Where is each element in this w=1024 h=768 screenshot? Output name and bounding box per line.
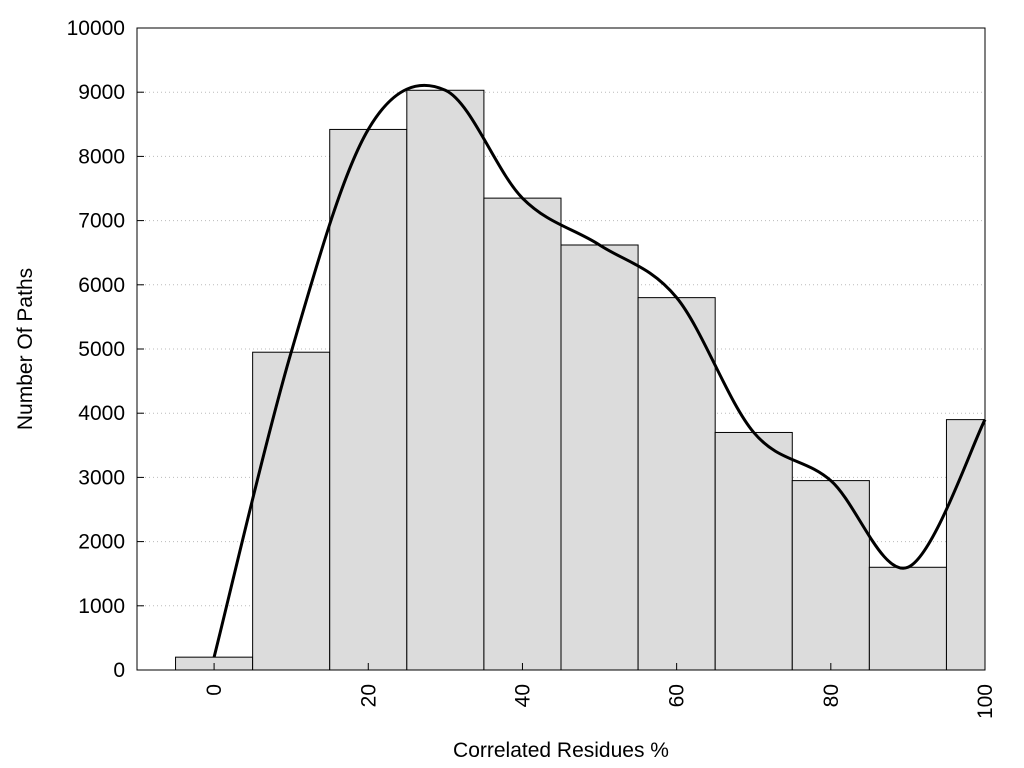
y-tick-label: 7000 (78, 210, 125, 233)
y-tick-label: 8000 (78, 145, 125, 168)
histogram-bar (406, 89, 485, 671)
histogram-bar (252, 351, 331, 671)
x-tick-label: 20 (357, 684, 380, 707)
x-tick-label: 100 (974, 684, 997, 719)
x-tick-label: 80 (820, 684, 843, 707)
x-tick-label: 40 (511, 684, 534, 707)
x-axis-label: Correlated Residues % (453, 739, 669, 762)
y-tick-label: 10000 (67, 17, 125, 40)
histogram-bar (714, 431, 793, 671)
y-tick-label: 4000 (78, 402, 125, 425)
y-tick-label: 3000 (78, 466, 125, 489)
x-tick-label: 0 (203, 684, 226, 696)
histogram-bar (868, 566, 947, 671)
histogram-bar (945, 419, 986, 671)
y-tick-label: 5000 (78, 338, 125, 361)
y-tick-label: 2000 (78, 531, 125, 554)
y-tick-label: 1000 (78, 595, 125, 618)
trend-curve (212, 83, 987, 658)
bars (175, 89, 986, 671)
histogram-bar (483, 197, 562, 671)
smooth-curve (212, 83, 987, 658)
y-axis-label: Number Of Paths (14, 268, 37, 430)
histogram-bar (637, 297, 716, 671)
histogram-bar (329, 128, 408, 671)
y-axis-ticks: 0 1000 2000 3000 4000 5000 6000 7000 8000 9000 100… (67, 17, 144, 682)
y-tick-label: 6000 (78, 274, 125, 297)
y-tick-label: 0 (113, 659, 125, 682)
histogram-bar (791, 480, 870, 671)
x-tick-label: 60 (666, 684, 689, 707)
histogram-bar (560, 244, 639, 671)
x-axis-ticks: 0 20 40 60 80 100 (203, 663, 997, 719)
y-tick-label: 9000 (78, 81, 125, 104)
